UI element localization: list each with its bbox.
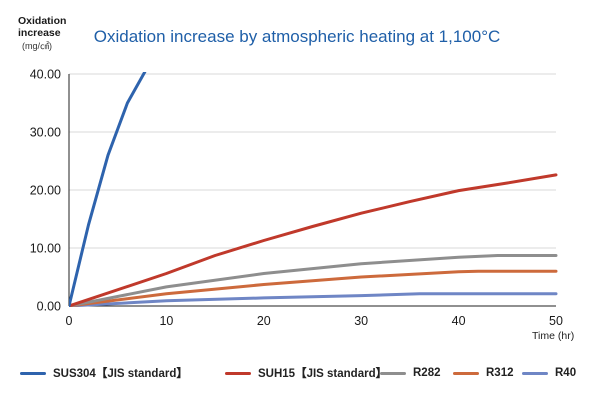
x-tick-label: 0 xyxy=(66,314,73,328)
y-axis-label-line1: Oxidation xyxy=(18,15,67,27)
legend-label: R282 xyxy=(413,367,441,379)
legend-item: R282 xyxy=(380,364,441,382)
y-axis-label-line2: increase xyxy=(18,27,61,39)
y-tick-label: 20.00 xyxy=(30,184,61,198)
legend-swatch xyxy=(225,371,251,375)
legend-label: R40 xyxy=(555,367,577,379)
legend-label: SUS304【JIS standard】 xyxy=(53,368,188,380)
x-tick-label: 50 xyxy=(549,314,563,328)
legend-swatch xyxy=(20,371,46,375)
x-tick-label: 30 xyxy=(354,314,368,328)
y-tick-label: 40.00 xyxy=(30,68,61,82)
y-tick-label: 30.00 xyxy=(30,126,61,140)
y-tick-label: 0.00 xyxy=(37,300,61,314)
x-tick-label: 20 xyxy=(257,314,271,328)
x-tick-label: 40 xyxy=(452,314,466,328)
series-line-r312 xyxy=(69,269,558,307)
y-axis-unit: (mg/㎠) xyxy=(22,41,52,51)
series-line-r40 xyxy=(69,292,558,307)
legend-label: SUH15【JIS standard】 xyxy=(258,368,388,380)
y-tick-label: 10.00 xyxy=(30,242,61,256)
legend-item: SUH15【JIS standard】 xyxy=(225,364,387,382)
legend-item: R312 xyxy=(453,364,514,382)
series-line-suh15-jis-standard xyxy=(69,173,558,307)
series-line-r282 xyxy=(69,254,558,307)
x-tick-label: 10 xyxy=(159,314,173,328)
series-line-sus304-jis-standard xyxy=(69,72,147,307)
legend-swatch xyxy=(453,371,479,375)
legend-label: R312 xyxy=(486,367,514,379)
legend-swatch xyxy=(380,371,406,375)
legend-item: R40 xyxy=(522,364,576,382)
legend-item: SUS304【JIS standard】 xyxy=(20,364,188,382)
legend: SUS304【JIS standard】 SUH15【JIS standard】 R… xyxy=(20,364,580,384)
x-axis-label: Time (hr) xyxy=(532,330,575,342)
legend-swatch xyxy=(522,371,548,375)
chart-title: Oxidation increase by atmospheric heatin… xyxy=(93,27,501,46)
